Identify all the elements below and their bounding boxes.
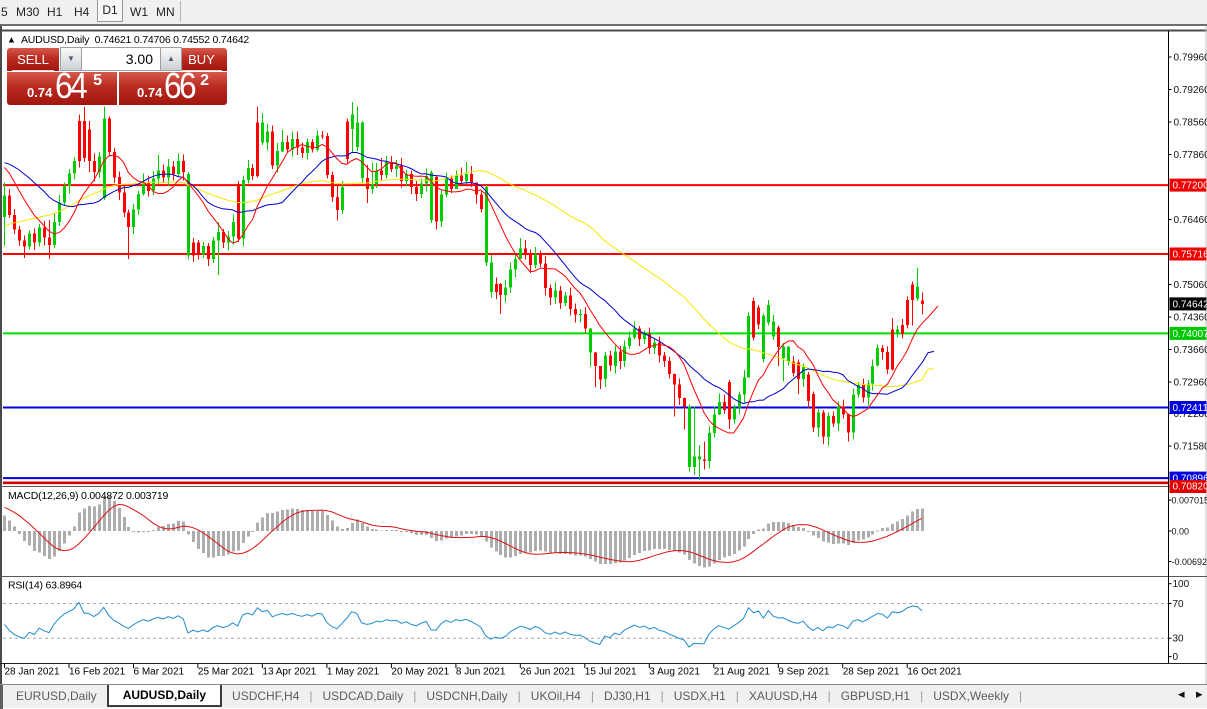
svg-text:20 May 2021: 20 May 2021 [391, 667, 449, 678]
svg-text:70: 70 [1173, 599, 1185, 610]
svg-text:25 Mar 2021: 25 Mar 2021 [198, 667, 255, 678]
svg-text:3 Aug 2021: 3 Aug 2021 [649, 667, 700, 678]
svg-text:100: 100 [1173, 579, 1190, 590]
svg-text:▲: ▲ [7, 35, 16, 45]
svg-text:0.76460: 0.76460 [1174, 215, 1207, 226]
svg-text:1 May 2021: 1 May 2021 [327, 667, 380, 678]
svg-text:6 Mar 2021: 6 Mar 2021 [134, 667, 185, 678]
svg-text:21 Aug 2021: 21 Aug 2021 [714, 667, 771, 678]
svg-text:28 Sep 2021: 28 Sep 2021 [843, 667, 900, 678]
svg-text:16 Oct 2021: 16 Oct 2021 [907, 667, 962, 678]
svg-text:30: 30 [1173, 634, 1185, 645]
svg-text:0.74642: 0.74642 [1173, 299, 1207, 310]
svg-text:0.007015: 0.007015 [1172, 496, 1207, 506]
svg-text:AUDUSD,Daily 0.74621 0.74706: AUDUSD,Daily 0.74621 0.74706 0.74552 0.7… [21, 34, 249, 46]
svg-text:0.72960: 0.72960 [1174, 378, 1207, 389]
svg-text:0.79260: 0.79260 [1174, 85, 1207, 96]
svg-text:0.77200: 0.77200 [1173, 181, 1207, 192]
svg-text:MACD(12,26,9) 0.004872 0.00371: MACD(12,26,9) 0.004872 0.003719 [8, 490, 169, 502]
svg-text:0.78560: 0.78560 [1174, 118, 1207, 129]
svg-text:0: 0 [1173, 652, 1179, 663]
svg-text:0.77860: 0.77860 [1174, 150, 1207, 161]
svg-text:0.79960: 0.79960 [1174, 53, 1207, 64]
svg-text:0.00: 0.00 [1172, 527, 1190, 537]
svg-text:0.75060: 0.75060 [1174, 280, 1207, 291]
svg-text:0.71580: 0.71580 [1174, 442, 1207, 453]
svg-text:0.74360: 0.74360 [1174, 313, 1207, 324]
svg-text:0.73660: 0.73660 [1174, 345, 1207, 356]
svg-text:16 Feb 2021: 16 Feb 2021 [69, 667, 126, 678]
svg-text:RSI(14) 63.8964: RSI(14) 63.8964 [8, 580, 82, 592]
svg-text:15 Jul 2021: 15 Jul 2021 [585, 667, 637, 678]
svg-text:8 Jun 2021: 8 Jun 2021 [456, 667, 506, 678]
svg-text:26 Jun 2021: 26 Jun 2021 [520, 667, 575, 678]
svg-text:13 Apr 2021: 13 Apr 2021 [262, 667, 316, 678]
svg-text:0.70820: 0.70820 [1173, 482, 1207, 493]
svg-text:0.75716: 0.75716 [1173, 250, 1207, 261]
svg-text:9 Sep 2021: 9 Sep 2021 [778, 667, 830, 678]
svg-text:0.72411: 0.72411 [1173, 403, 1207, 414]
svg-text:-0.00692: -0.00692 [1172, 557, 1207, 567]
svg-text:28 Jan 2021: 28 Jan 2021 [5, 667, 60, 678]
svg-text:0.74007: 0.74007 [1173, 329, 1207, 340]
